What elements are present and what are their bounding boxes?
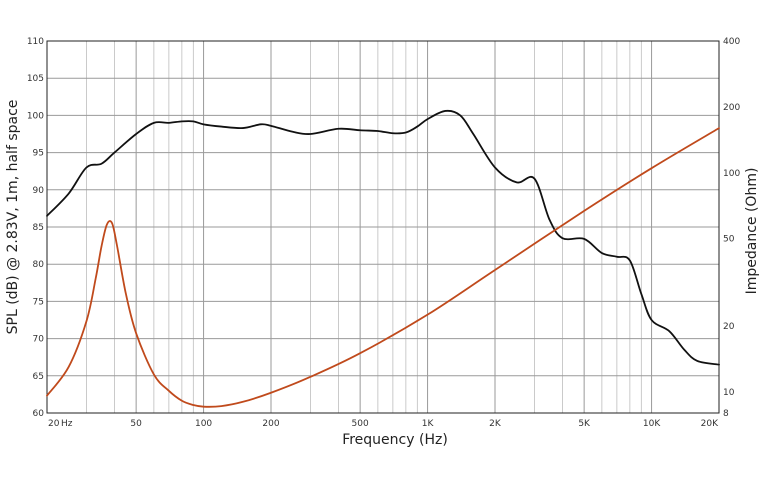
x-tick-label: 100	[195, 419, 212, 429]
x-tick-label: 50	[130, 419, 142, 429]
y-tick-label: 110	[27, 37, 44, 47]
y2-tick-label: 200	[723, 103, 740, 113]
x-unit-label: Hz	[61, 419, 73, 429]
spl-curve	[46, 109, 720, 366]
y-axis-title: SPL (dB) @ 2.83V, 1m, half space	[5, 100, 21, 335]
y-tick-label: 65	[33, 372, 44, 382]
y2-tick-labels: 8 10 20 50 100 200 400	[723, 37, 740, 419]
y2-tick-label: 20	[723, 322, 735, 332]
x-tick-labels: 20 50 100 200 500 1K 2K 5K 10K 20K	[48, 419, 719, 429]
y-tick-labels: 60 65 70 75 80 85 90 95 100 105 110	[27, 37, 44, 419]
y-tick-label: 80	[33, 260, 45, 270]
x-axis-title: Frequency (Hz)	[342, 432, 448, 448]
y-tick-label: 95	[33, 149, 44, 159]
y2-tick-label: 100	[723, 169, 740, 179]
grid-major	[47, 41, 719, 413]
y-tick-label: 100	[27, 111, 44, 121]
y2-tick-label: 8	[723, 409, 729, 419]
plot-frame	[46, 40, 720, 414]
y-tick-label: 60	[33, 409, 45, 419]
x-tick-label: 20	[48, 419, 60, 429]
x-tick-label: 10K	[643, 419, 661, 429]
x-tick-label: 200	[262, 419, 279, 429]
y-tick-label: 105	[27, 74, 44, 84]
series-layer	[46, 109, 720, 408]
y2-tick-label: 10	[723, 388, 735, 398]
y2-tick-label: 50	[723, 235, 735, 245]
x-tick-label: 5K	[578, 419, 591, 429]
x-tick-label: 20K	[701, 419, 719, 429]
y-tick-label: 75	[33, 297, 44, 307]
impedance-curve	[46, 127, 720, 408]
y2-tick-label: 400	[723, 37, 740, 47]
x-tick-label: 500	[352, 419, 369, 429]
y-tick-label: 90	[33, 186, 45, 196]
x-tick-label: 1K	[422, 419, 435, 429]
y-tick-label: 70	[33, 335, 45, 345]
y2-axis-title: Impedance (Ohm)	[744, 168, 760, 295]
y-tick-label: 85	[33, 223, 44, 233]
x-tick-label: 2K	[489, 419, 502, 429]
